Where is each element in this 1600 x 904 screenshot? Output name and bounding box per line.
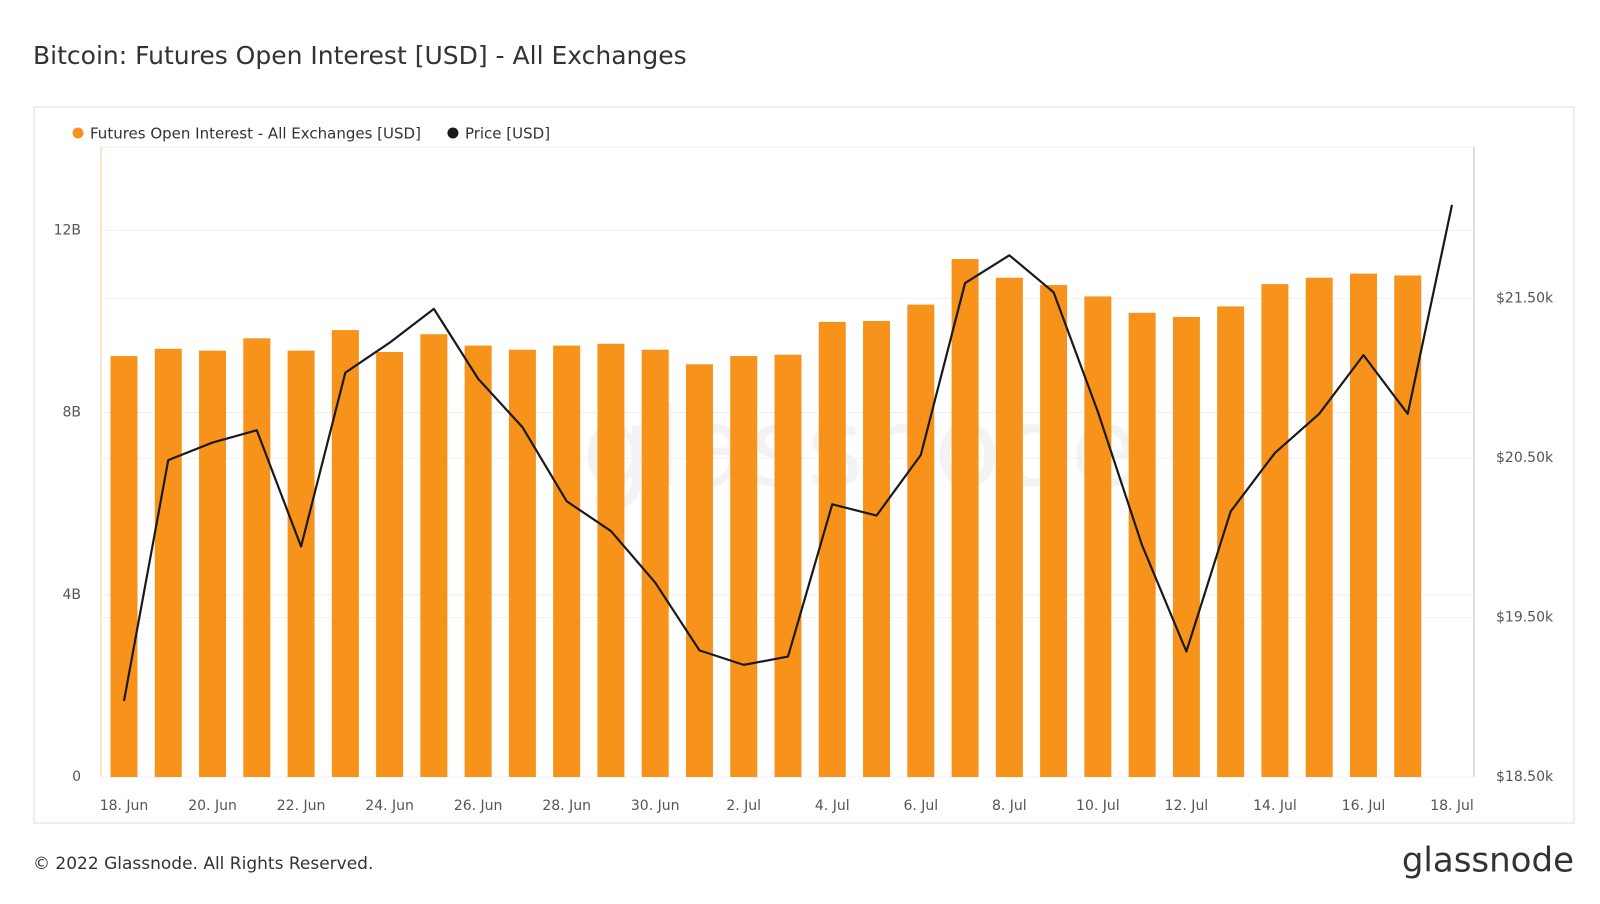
legend-label: Futures Open Interest - All Exchanges [U… (90, 125, 421, 143)
y-tick-label: 12B (54, 222, 81, 238)
bar (508, 349, 536, 777)
y-tick-label: 8B (62, 405, 81, 421)
y2-tick-label: $19.50k (1496, 610, 1554, 626)
x-tick-label: 6. Jul (903, 798, 938, 814)
y-tick-label: 4B (62, 587, 81, 603)
legend-label: Price [USD] (465, 125, 550, 143)
bar (1394, 275, 1422, 777)
y-tick-label: 0 (72, 769, 81, 785)
bar (641, 349, 669, 777)
logo: glassnode (1402, 841, 1574, 881)
x-tick-label: 4. Jul (815, 798, 850, 814)
y2-tick-label: $18.50k (1496, 769, 1554, 785)
bar (995, 277, 1023, 777)
x-tick-label: 30. Jun (631, 798, 680, 814)
bar (1084, 296, 1112, 777)
bar (1172, 316, 1200, 777)
chart-frame (33, 106, 1575, 824)
price-line (122, 204, 1454, 702)
legend-marker (72, 127, 84, 139)
x-tick-label: 10. Jul (1076, 798, 1120, 814)
x-tick-label: 14. Jul (1253, 798, 1297, 814)
bar (907, 304, 935, 777)
x-tick-label: 26. Jun (454, 798, 503, 814)
bar (1261, 284, 1289, 777)
x-tick-label: 18. Jun (100, 798, 149, 814)
x-tick-label: 2. Jul (726, 798, 761, 814)
bar (1040, 285, 1068, 777)
y2-tick-label: $20.50k (1496, 450, 1554, 466)
bar (685, 364, 713, 777)
bar (951, 259, 979, 777)
legend-marker (447, 127, 459, 139)
x-tick-label: 16. Jul (1342, 798, 1386, 814)
bar (1305, 277, 1333, 777)
bar (774, 354, 802, 777)
bar (110, 356, 138, 777)
bar (199, 350, 227, 777)
bar (464, 345, 492, 777)
bar (863, 321, 891, 777)
chart-title: Bitcoin: Futures Open Interest [USD] - A… (33, 41, 687, 70)
bar (154, 348, 182, 777)
bar (730, 356, 758, 777)
x-tick-label: 8. Jul (992, 798, 1027, 814)
x-tick-label: 12. Jul (1165, 798, 1209, 814)
x-tick-label: 18. Jul (1430, 798, 1474, 814)
bar (243, 338, 271, 777)
bar (376, 351, 404, 777)
y2-tick-label: $21.50k (1496, 291, 1554, 307)
bar (1349, 273, 1377, 777)
footer: © 2022 Glassnode. All Rights Reserved. (33, 854, 373, 874)
x-tick-label: 22. Jun (277, 798, 326, 814)
bar (818, 321, 846, 777)
bar (287, 350, 315, 777)
bar (331, 330, 359, 777)
x-tick-label: 20. Jun (188, 798, 237, 814)
bar (420, 334, 448, 777)
x-tick-label: 24. Jun (365, 798, 414, 814)
bar (597, 343, 625, 777)
bar (553, 345, 581, 777)
x-tick-label: 28. Jun (542, 798, 591, 814)
